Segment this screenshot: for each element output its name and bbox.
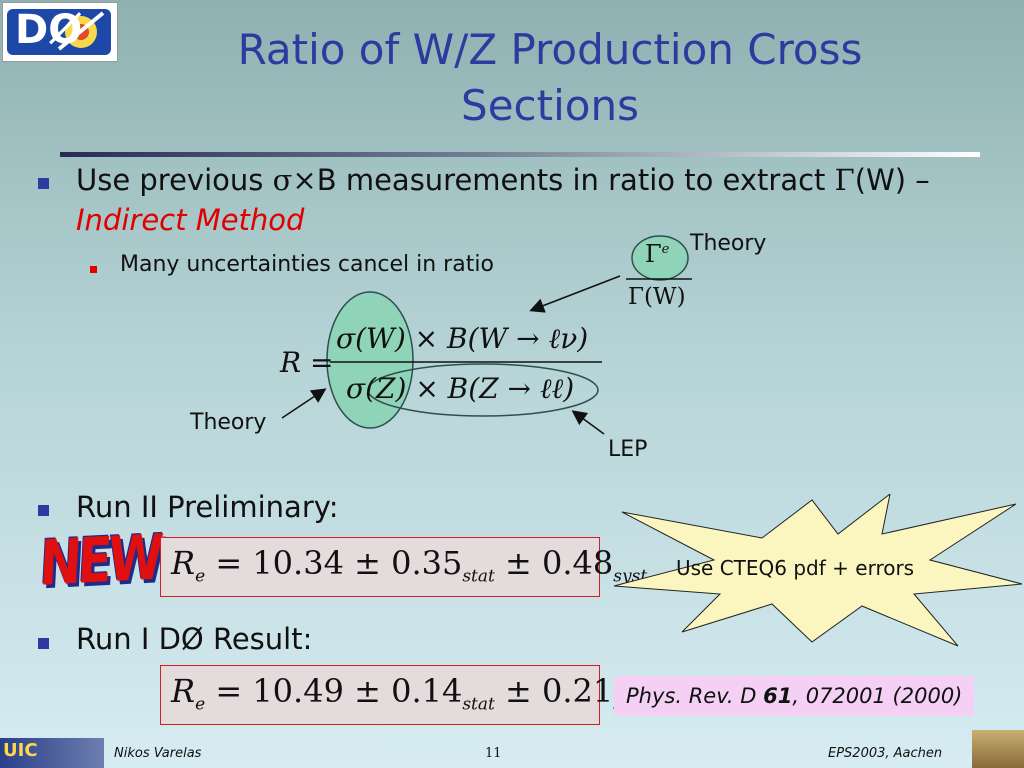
sub-bullet-marker <box>90 266 97 273</box>
bullet-1-pre: Use previous <box>76 163 273 197</box>
citation-box: Phys. Rev. D 61, 072001 (2000) <box>614 676 975 716</box>
new-badge-text: NEW <box>37 521 162 600</box>
bullet-marker-3 <box>38 638 49 649</box>
bullet-marker-1 <box>38 178 49 189</box>
run1-lhs: R <box>171 672 196 710</box>
new-badge: NEW <box>38 521 161 600</box>
equation-denominator: σ(Z) × B(Z → ℓℓ) <box>346 372 575 405</box>
run1-stat: stat <box>462 694 495 715</box>
sub-bullet-text: Many uncertainties cancel in ratio <box>120 252 494 277</box>
uic-logo-text: UIC <box>3 740 38 761</box>
citation-journal: Phys. Rev. D <box>626 684 764 708</box>
indirect-method-label: Indirect Method <box>76 203 305 237</box>
equation-annotation-graphic <box>281 275 621 435</box>
bullet-marker-2 <box>38 505 49 516</box>
do-logo-graphic <box>7 9 111 55</box>
bullet-3-text: Run I DØ Result: <box>76 622 313 656</box>
slide-title: Ratio of W/Z Production Cross Sections <box>160 22 940 134</box>
theory-label-left: Theory <box>190 410 267 435</box>
gamma-sup: e <box>661 242 670 257</box>
run1-result-box: Re = 10.49 ± 0.14stat ± 0.21syst <box>160 665 647 725</box>
citation-volume: 61 <box>763 684 793 708</box>
run2-result-formula: Re = 10.34 ± 0.35stat ± 0.48syst <box>171 544 647 586</box>
citation-pages: , 072001 (2000) <box>792 684 963 708</box>
run2-sub: e <box>195 566 206 587</box>
equation-numerator: σ(W) × B(W → ℓν) <box>336 322 589 355</box>
run1-value: = 10.49 ± 0.14 <box>205 672 463 710</box>
bullet-1-end: (W) – <box>854 163 930 197</box>
run1-result-formula: Re = 10.49 ± 0.14stat ± 0.21syst <box>171 672 647 714</box>
run2-value: = 10.34 ± 0.35 <box>205 544 463 582</box>
title-divider <box>60 152 980 157</box>
footer-page-number: 11 <box>485 746 502 761</box>
gamma-symbol: Γ <box>834 163 855 197</box>
do-logo-text: DØ <box>15 7 83 53</box>
gamma-ratio-denominator: Γ(W) <box>628 284 686 310</box>
gamma-ratio-numerator: Γe <box>645 240 669 268</box>
starburst-shape <box>613 494 1023 647</box>
uic-logo: UIC <box>0 738 104 768</box>
run1-sub: e <box>195 694 206 715</box>
title-line-1: Ratio of W/Z Production Cross <box>237 25 863 74</box>
bullet-1-text: Use previous σ×B measurements in ratio t… <box>76 163 930 197</box>
bullet-2-text: Run II Preliminary: <box>76 490 339 524</box>
gamma-num: Γ <box>645 240 662 268</box>
gamma-ratio-graphic <box>626 235 692 281</box>
run2-lhs: R <box>171 544 196 582</box>
lep-label: LEP <box>608 437 648 462</box>
footer-venue: EPS2003, Aachen <box>828 746 943 761</box>
equation-lhs: R = <box>280 346 334 379</box>
aachen-image <box>972 730 1024 768</box>
title-line-2: Sections <box>461 81 639 130</box>
starburst-text: Use CTEQ6 pdf + errors <box>676 556 915 580</box>
run1-syst-value: ± 0.21 <box>494 672 614 710</box>
run2-syst-value: ± 0.48 <box>494 544 614 582</box>
do-logo: DØ <box>2 2 118 62</box>
theory-label-top: Theory <box>690 231 767 256</box>
sigma-symbol: σ <box>272 163 293 197</box>
footer-author: Nikos Varelas <box>114 746 202 761</box>
run2-stat: stat <box>462 566 495 587</box>
bullet-1-post: B measurements in ratio to extract <box>316 163 835 197</box>
times-symbol: × <box>292 163 317 197</box>
run2-result-box: Re = 10.34 ± 0.35stat ± 0.48syst <box>160 537 647 597</box>
